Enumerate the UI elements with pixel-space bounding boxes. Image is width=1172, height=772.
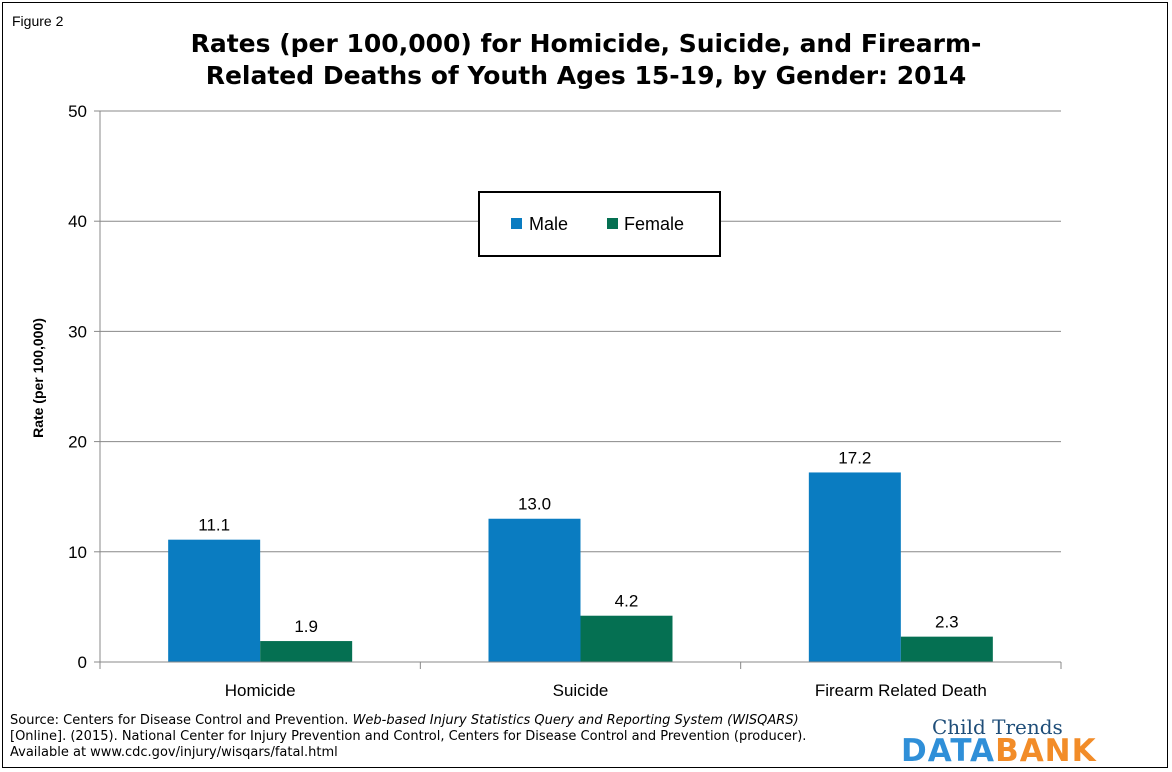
bar-chart: 0 10 20 30 40 50 Homicide Suicide Firearm Relate… [30, 102, 1062, 700]
bars [168, 472, 993, 662]
x-category-label: Homicide [225, 681, 296, 700]
data-label: 11.1 [198, 516, 230, 535]
legend-swatch-male [511, 218, 522, 229]
chart-title: Rates (per 100,000) for Homicide, Suicid… [3, 28, 1169, 92]
logo-data-word: DATA [901, 733, 996, 769]
legend-swatch-female [607, 218, 618, 229]
source-citation: Source: Centers for Disease Control and … [10, 713, 840, 761]
logo-line2: DATABANK [901, 735, 1097, 767]
data-label: 13.0 [518, 495, 551, 514]
source-italic-title: Web-based Injury Statistics Query and Re… [352, 713, 799, 728]
bar-male [488, 518, 581, 662]
bar-female [900, 636, 993, 662]
y-axis-title: Rate (per 100,000) [30, 318, 46, 438]
data-label: 2.3 [935, 613, 959, 632]
chart-title-line1: Rates (per 100,000) for Homicide, Suicid… [190, 29, 982, 58]
bar-male [808, 472, 901, 662]
bar-female [260, 641, 353, 662]
legend-box [478, 191, 721, 257]
logo-bank-word: BANK [995, 733, 1097, 769]
y-tick-label: 10 [68, 543, 87, 562]
x-category-label: Suicide [553, 681, 609, 700]
y-tick-label: 0 [78, 653, 87, 672]
axes: 0 10 20 30 40 50 Homicide Suicide Firearm Relate… [68, 102, 1062, 700]
legend-label-male: Male [529, 214, 568, 234]
data-label: 1.9 [294, 617, 318, 636]
x-category-label: Firearm Related Death [815, 681, 987, 700]
data-label: 4.2 [615, 592, 639, 611]
data-label: 17.2 [838, 448, 871, 467]
y-tick-label: 20 [68, 433, 87, 452]
source-prefix: Source: Centers for Disease Control and … [10, 713, 353, 728]
source-suffix: [Online]. (2015). National Center for In… [10, 729, 807, 760]
y-tick-label: 30 [68, 322, 87, 341]
legend-label-female: Female [624, 214, 684, 234]
logo-line1: Child Trends [932, 715, 1063, 739]
y-tick-label: 50 [68, 102, 87, 121]
legend: Male Female [478, 191, 721, 257]
child-trends-databank-logo: Child Trends DATABANK [901, 715, 1141, 767]
y-tick-label: 40 [68, 212, 87, 231]
bar-male [168, 539, 261, 662]
gridlines [100, 110, 1061, 553]
bar-female [580, 615, 673, 662]
chart-title-line2: Related Deaths of Youth Ages 15-19, by G… [205, 61, 967, 90]
figure-label: Figure 2 [12, 13, 64, 29]
data-labels: 11.1 1.9 13.0 4.2 17.2 2.3 [198, 448, 958, 636]
